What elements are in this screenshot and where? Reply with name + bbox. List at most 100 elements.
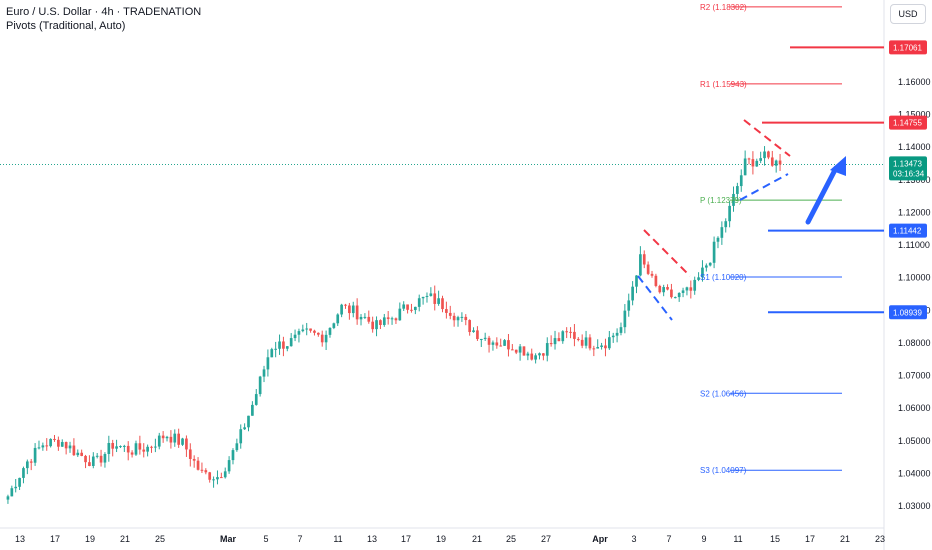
- candle-body: [670, 289, 673, 298]
- pivot-label: S3 (1.04097): [700, 466, 747, 475]
- candle-body: [518, 346, 522, 353]
- candle-body: [285, 346, 289, 349]
- candle-body: [216, 477, 219, 480]
- candle-body: [534, 355, 537, 360]
- date-tick-label: 25: [506, 534, 516, 544]
- level-price-text: 1.08939: [893, 308, 922, 317]
- candle-body: [371, 321, 374, 330]
- currency-button[interactable]: USD: [890, 4, 926, 24]
- candle-body: [80, 452, 83, 456]
- candle-body: [49, 438, 52, 447]
- candle-body: [317, 332, 320, 335]
- pivot-label: P (1.12379): [700, 196, 742, 205]
- candle-body: [708, 262, 712, 266]
- price-tick-label: 1.12000: [898, 207, 931, 217]
- candle-body: [270, 349, 274, 358]
- candle-body: [328, 327, 332, 335]
- candle-body: [402, 304, 406, 309]
- candle-body: [398, 308, 402, 321]
- date-tick-label: 5: [263, 534, 268, 544]
- date-tick-label: Apr: [592, 534, 608, 544]
- candle-body: [382, 317, 386, 325]
- candle-body: [111, 443, 115, 449]
- candle-body: [305, 328, 309, 330]
- candle-body: [18, 477, 21, 487]
- candle-body: [588, 337, 592, 349]
- price-tick-label: 1.07000: [898, 371, 931, 381]
- candle-body: [503, 340, 506, 346]
- candle-body: [460, 316, 464, 318]
- price-tick-label: 1.08000: [898, 338, 931, 348]
- candle-body: [495, 342, 499, 346]
- date-tick-label: 11: [733, 534, 742, 544]
- candle-body: [689, 287, 693, 291]
- candle-body: [530, 353, 534, 360]
- date-tick-label: 7: [666, 534, 671, 544]
- up-arrow-head: [830, 156, 846, 176]
- candle-body: [115, 446, 118, 449]
- date-tick-label: 25: [155, 534, 165, 544]
- candle-body: [410, 309, 413, 311]
- candle-body: [394, 318, 398, 321]
- candle-body: [289, 338, 293, 347]
- candle-body: [728, 205, 731, 222]
- candle-body: [68, 445, 72, 449]
- level-price-tag: [889, 223, 927, 238]
- candle-body: [57, 439, 60, 447]
- candle-body: [693, 279, 697, 291]
- level-price-tag: [889, 305, 927, 320]
- candle-body: [425, 295, 429, 297]
- price-tick-label: 1.14000: [898, 142, 931, 152]
- candle-body: [767, 151, 770, 158]
- candle-body: [223, 471, 227, 478]
- candle-body: [448, 312, 452, 316]
- candle-body: [627, 300, 631, 311]
- candle-body: [685, 287, 689, 291]
- indicator-label[interactable]: Pivots (Traditional, Auto): [6, 20, 126, 32]
- candle-body: [37, 447, 41, 449]
- candle-body: [747, 158, 751, 160]
- level-price-text: 1.11442: [893, 227, 922, 236]
- candle-body: [247, 415, 250, 428]
- candle-body: [26, 461, 29, 469]
- candle-body: [212, 479, 215, 481]
- candle-body: [743, 158, 747, 176]
- candle-body: [697, 277, 700, 280]
- candle-body: [507, 340, 510, 350]
- candle-body: [243, 427, 246, 430]
- candle-body: [526, 353, 530, 356]
- candle-body: [763, 151, 766, 159]
- candle-body: [476, 330, 479, 340]
- candle-body: [340, 304, 343, 315]
- candle-body: [6, 496, 10, 500]
- candle-body: [208, 472, 212, 480]
- date-tick-label: 7: [297, 534, 302, 544]
- candle-body: [278, 341, 281, 349]
- candle-body: [192, 458, 196, 461]
- date-tick-label: 17: [401, 534, 411, 544]
- candle-body: [538, 353, 541, 356]
- candle-body: [154, 446, 157, 448]
- candle-body: [720, 227, 724, 238]
- candle-body: [363, 316, 367, 318]
- candle-body: [666, 287, 669, 290]
- candle-body: [565, 331, 568, 333]
- candle-body: [487, 337, 491, 345]
- up-arrow-shaft: [805, 165, 839, 225]
- candle-body: [479, 338, 483, 340]
- candle-body: [29, 461, 33, 463]
- flag-lower-trendline: [637, 275, 673, 321]
- date-tick-label: 15: [770, 534, 780, 544]
- candle-body: [429, 293, 433, 296]
- date-tick-label: 13: [15, 534, 25, 544]
- candle-body: [414, 306, 417, 311]
- candle-body: [774, 160, 778, 166]
- candle-body: [375, 320, 378, 330]
- candle-body: [673, 297, 677, 299]
- candle-body: [650, 273, 654, 276]
- candle-body: [344, 304, 347, 306]
- price-tick-label: 1.11000: [898, 240, 930, 250]
- candle-body: [41, 445, 45, 448]
